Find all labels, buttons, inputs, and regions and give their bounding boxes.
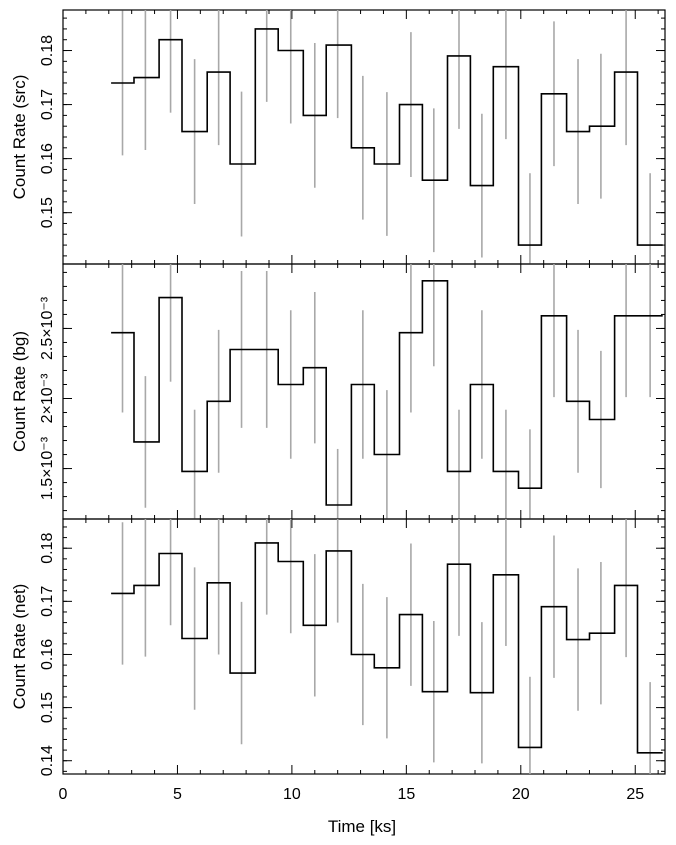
y-axis-title: Count Rate (bg) <box>10 331 29 452</box>
x-tick-label: 0 <box>59 786 68 803</box>
plot-frame <box>62 518 666 775</box>
x-tick-label: 20 <box>512 786 530 803</box>
panel-src: 0.15 0.16 0.17 0.18 Count Rate (src) <box>10 9 666 265</box>
y-tick-label: 0.18 <box>39 35 56 66</box>
y-tick-label: 0.15 <box>39 197 56 228</box>
plot-frame <box>62 263 666 520</box>
plot-frame <box>62 9 666 265</box>
y-tick-label: 0.16 <box>39 143 56 174</box>
step-series <box>111 280 663 506</box>
y-tick-label: 0.18 <box>39 533 56 564</box>
y-tick-label: 0.17 <box>39 89 56 120</box>
y-tick-label: 0.17 <box>39 586 56 617</box>
x-axis: 0 5 10 15 20 25 <box>59 786 645 803</box>
x-axis-title: Time [ks] <box>328 817 396 836</box>
y-tick-label: 0.15 <box>39 692 56 723</box>
y-tick-label: 0.16 <box>39 639 56 670</box>
step-series <box>111 542 663 754</box>
x-tick-label: 25 <box>626 786 644 803</box>
y-tick-label: 1.5×10⁻³ <box>39 436 56 500</box>
y-tick-label: 2.5×10⁻³ <box>39 296 56 360</box>
y-axis-title: Count Rate (src) <box>10 75 29 200</box>
y-tick-label: 0.14 <box>39 745 56 776</box>
x-tick-label: 5 <box>173 786 182 803</box>
y-tick-label: 2×10⁻³ <box>39 373 56 423</box>
x-tick-label: 10 <box>283 786 301 803</box>
step-series <box>111 28 663 246</box>
y-axis-title: Count Rate (net) <box>10 584 29 710</box>
x-tick-label: 15 <box>397 786 415 803</box>
panel-bg: 1.5×10⁻³ 2×10⁻³ 2.5×10⁻³ Count Rate (bg) <box>10 263 666 520</box>
panel-net: 0.14 0.15 0.16 0.17 0.18 Count Rate (net) <box>10 518 666 776</box>
